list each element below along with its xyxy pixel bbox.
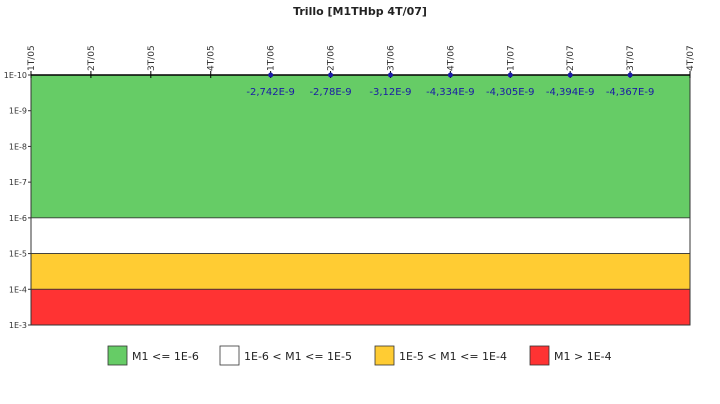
legend-label: M1 <= 1E-6 bbox=[132, 350, 199, 363]
x-tick-label: 2T/05 bbox=[87, 45, 97, 71]
data-label: -4,334E-9 bbox=[426, 87, 475, 98]
data-point bbox=[268, 72, 274, 78]
x-tick-label: 4T/06 bbox=[446, 45, 456, 71]
data-label: -2,78E-9 bbox=[309, 87, 351, 98]
y-tick-label: 1E-10 bbox=[4, 71, 27, 80]
y-tick-label: 1E-6 bbox=[9, 214, 27, 223]
x-tick-label: 1T/05 bbox=[27, 45, 37, 71]
data-label: -4,305E-9 bbox=[486, 87, 535, 98]
data-point bbox=[567, 72, 573, 78]
y-tick-label: 1E-7 bbox=[9, 178, 27, 187]
data-label: -4,367E-9 bbox=[606, 87, 655, 98]
y-tick-label: 1E-8 bbox=[9, 142, 27, 151]
legend-swatch bbox=[529, 345, 550, 366]
y-tick-label: 1E-4 bbox=[9, 285, 27, 294]
data-point bbox=[387, 72, 393, 78]
y-tick-label: 1E-3 bbox=[9, 321, 27, 330]
band-0 bbox=[30, 74, 691, 219]
legend-swatch bbox=[219, 345, 240, 366]
band-3 bbox=[30, 288, 691, 326]
x-tick-label: 4T/05 bbox=[207, 45, 217, 71]
data-point bbox=[507, 72, 513, 78]
legend-label: 1E-6 < M1 <= 1E-5 bbox=[244, 350, 352, 363]
x-tick-label: 2T/07 bbox=[566, 45, 576, 71]
axes-layer: 1T/05 2T/05 3T/05 4T/05 1T/06 2T/06 3T/06 4T/06… bbox=[4, 45, 696, 330]
x-tick-label: 1T/06 bbox=[267, 45, 277, 71]
data-point bbox=[328, 72, 334, 78]
x-tick-label: 3T/06 bbox=[386, 45, 396, 71]
x-tick-label: 4T/07 bbox=[686, 45, 696, 71]
data-point bbox=[447, 72, 453, 78]
data-point bbox=[627, 72, 633, 78]
legend-label: 1E-5 < M1 <= 1E-4 bbox=[399, 350, 507, 363]
chart-title: Trillo [M1THbp 4T/07] bbox=[293, 5, 427, 18]
band-2 bbox=[30, 253, 691, 290]
legend-swatch bbox=[107, 345, 128, 366]
legend: M1 <= 1E-6 1E-6 < M1 <= 1E-5 1E-5 < M1 <= … bbox=[107, 345, 612, 366]
band-1 bbox=[30, 217, 691, 254]
bands-layer bbox=[30, 74, 691, 326]
y-tick-label: 1E-5 bbox=[9, 250, 27, 259]
data-label: -3,12E-9 bbox=[369, 87, 411, 98]
x-tick-label: 3T/07 bbox=[626, 45, 636, 71]
data-label: -2,742E-9 bbox=[246, 87, 295, 98]
y-tick-label: 1E-9 bbox=[9, 107, 27, 116]
x-tick-label: 1T/07 bbox=[506, 45, 516, 71]
legend-swatch bbox=[374, 345, 395, 366]
data-label: -4,394E-9 bbox=[546, 87, 595, 98]
x-tick-label: 2T/06 bbox=[327, 45, 337, 71]
legend-label: M1 > 1E-4 bbox=[554, 350, 612, 363]
series-layer: -2,742E-9 -2,78E-9 -3,12E-9 -4,334E-9 -4,305… bbox=[246, 72, 655, 98]
x-tick-label: 3T/05 bbox=[147, 45, 157, 71]
